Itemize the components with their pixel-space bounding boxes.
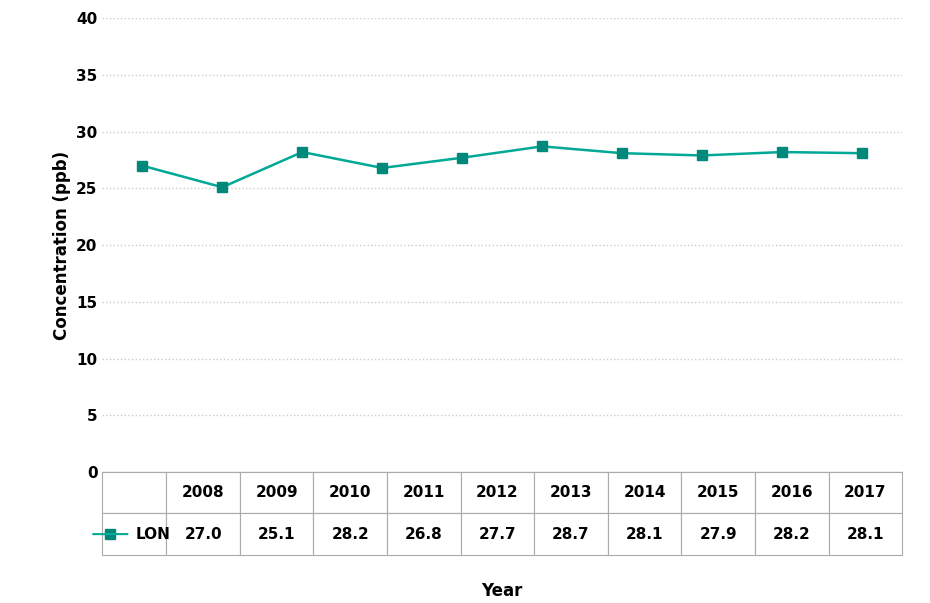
FancyBboxPatch shape <box>460 514 534 555</box>
Text: 2012: 2012 <box>476 485 519 500</box>
Text: 27.7: 27.7 <box>479 526 516 541</box>
FancyBboxPatch shape <box>682 514 755 555</box>
Text: 28.2: 28.2 <box>331 526 369 541</box>
Text: 2013: 2013 <box>550 485 592 500</box>
Text: 2015: 2015 <box>697 485 739 500</box>
Text: 2017: 2017 <box>844 485 886 500</box>
Text: 27.0: 27.0 <box>184 526 222 541</box>
Text: 2016: 2016 <box>770 485 813 500</box>
FancyBboxPatch shape <box>313 514 387 555</box>
FancyBboxPatch shape <box>608 472 682 514</box>
Text: 25.1: 25.1 <box>258 526 296 541</box>
FancyBboxPatch shape <box>829 514 902 555</box>
FancyBboxPatch shape <box>608 514 682 555</box>
FancyBboxPatch shape <box>313 472 387 514</box>
FancyBboxPatch shape <box>166 472 240 514</box>
Text: 28.1: 28.1 <box>846 526 884 541</box>
FancyBboxPatch shape <box>829 472 902 514</box>
Text: 28.1: 28.1 <box>626 526 663 541</box>
Text: LON: LON <box>136 526 171 541</box>
Text: 28.2: 28.2 <box>773 526 811 541</box>
FancyBboxPatch shape <box>460 472 534 514</box>
FancyBboxPatch shape <box>755 472 829 514</box>
FancyBboxPatch shape <box>682 472 755 514</box>
FancyBboxPatch shape <box>240 472 313 514</box>
Text: 2010: 2010 <box>329 485 371 500</box>
Text: 2008: 2008 <box>181 485 224 500</box>
FancyBboxPatch shape <box>102 472 166 514</box>
Text: 28.7: 28.7 <box>552 526 590 541</box>
FancyBboxPatch shape <box>387 472 460 514</box>
FancyBboxPatch shape <box>534 472 608 514</box>
Text: 2011: 2011 <box>403 485 445 500</box>
FancyBboxPatch shape <box>387 514 460 555</box>
FancyBboxPatch shape <box>166 514 240 555</box>
Y-axis label: Concentration (ppb): Concentration (ppb) <box>52 151 71 339</box>
FancyBboxPatch shape <box>240 514 313 555</box>
FancyBboxPatch shape <box>534 514 608 555</box>
Text: 2009: 2009 <box>256 485 298 500</box>
Text: Year: Year <box>482 582 523 600</box>
Text: 27.9: 27.9 <box>699 526 737 541</box>
FancyBboxPatch shape <box>102 514 166 555</box>
Text: 26.8: 26.8 <box>405 526 443 541</box>
Text: 2014: 2014 <box>623 485 666 500</box>
FancyBboxPatch shape <box>755 514 829 555</box>
